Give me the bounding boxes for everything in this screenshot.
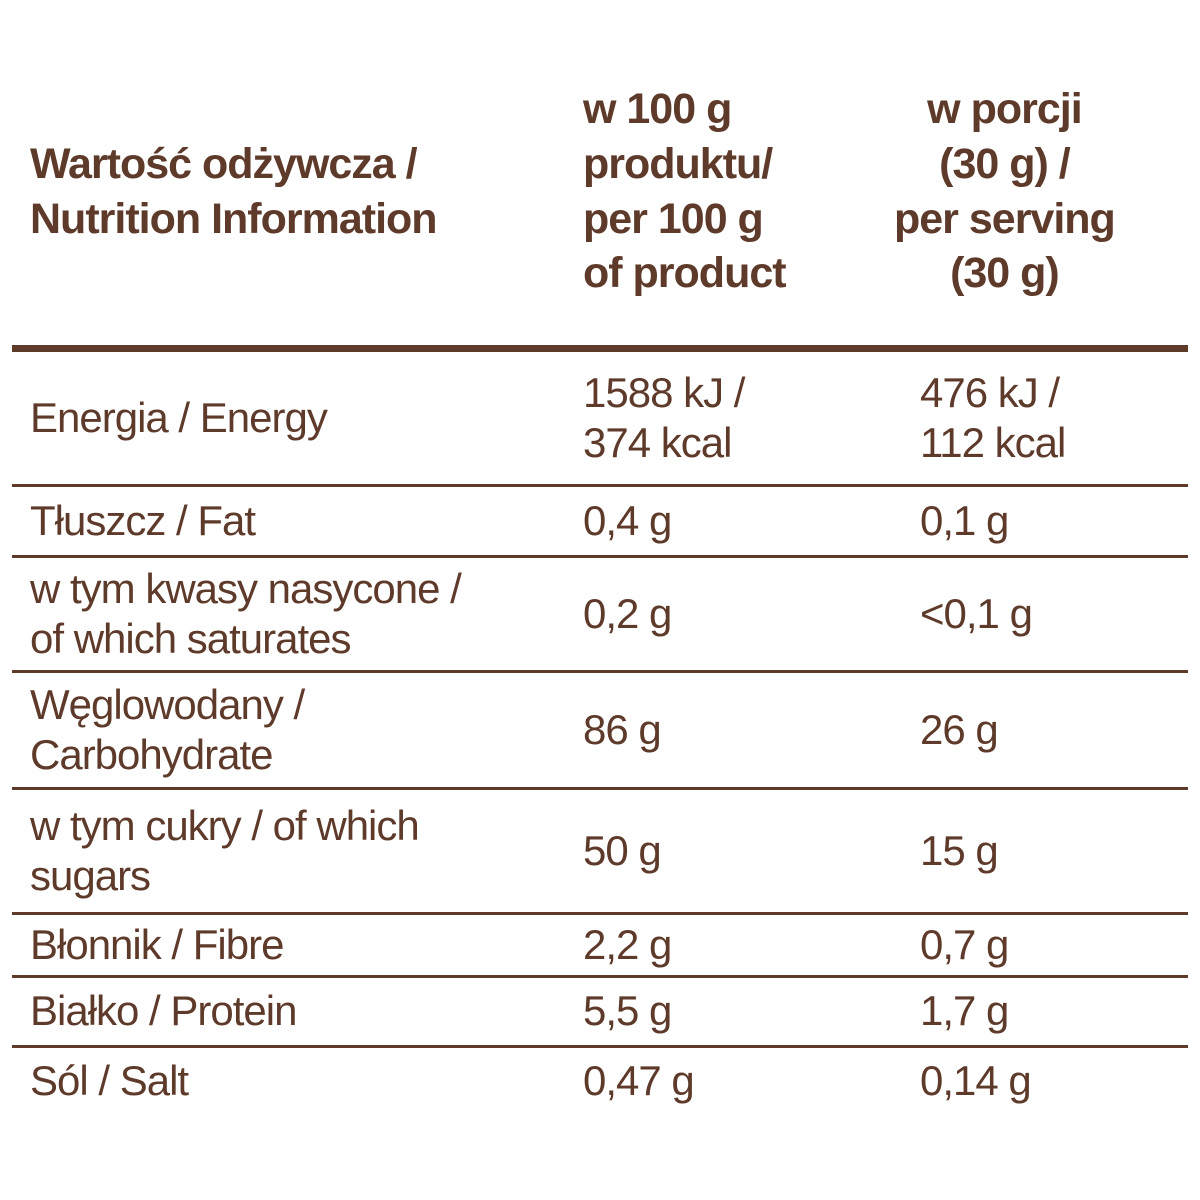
value-per-100g: 50 g [583,826,662,874]
table-row-carbohydrate: Węglowodany / Carbohydrate 86 g 26 g [12,673,1188,790]
row-label: Sól / Salt [30,1057,189,1105]
table-row-sugars: w tym cukry / of which sugars 50 g 15 g [12,790,1188,915]
table-row-energy: Energia / Energy 1588 kJ / 374 kcal 476 … [12,352,1188,487]
row-label: Błonnik / Fibre [30,920,284,968]
table-header-row: Wartość odżywcza / Nutrition Information… [12,0,1188,352]
value-per-serving: 1,7 g [920,987,1009,1035]
table-row-salt: Sól / Salt 0,47 g 0,14 g [12,1048,1188,1115]
value-per-100g: 1588 kJ / 374 kcal [583,368,745,466]
row-label: w tym cukry / of which sugars [30,801,420,899]
row-label: w tym kwasy nasycone / of which saturate… [30,564,462,662]
value-per-100g: 0,47 g [583,1057,695,1105]
value-per-serving: 476 kJ / 112 kcal [920,368,1066,466]
value-per-100g: 5,5 g [583,987,672,1035]
row-label: Energia / Energy [30,393,328,441]
table-row-protein: Białko / Protein 5,5 g 1,7 g [12,978,1188,1048]
value-per-100g: 2,2 g [583,920,672,968]
value-per-100g: 0,2 g [583,589,672,637]
table-row-fat: Tłuszcz / Fat 0,4 g 0,1 g [12,487,1188,558]
value-per-100g: 86 g [583,705,662,753]
nutrition-table: Wartość odżywcza / Nutrition Information… [12,0,1188,1115]
value-per-serving: 0,1 g [920,496,1009,544]
value-per-serving: 0,14 g [920,1057,1032,1105]
header-nutrition-information: Wartość odżywcza / Nutrition Information [30,139,438,243]
value-per-serving: 15 g [920,826,999,874]
value-per-serving: 26 g [920,705,999,753]
header-per-serving-wrap: w porcji (30 g) / per serving (30 g) [894,82,1188,300]
row-label: Tłuszcz / Fat [30,496,256,544]
value-per-100g: 0,4 g [583,496,672,544]
row-label: Białko / Protein [30,987,297,1035]
table-row-fibre: Błonnik / Fibre 2,2 g 0,7 g [12,915,1188,978]
table-row-saturates: w tym kwasy nasycone / of which saturate… [12,558,1188,673]
header-per-100g: w 100 g produktu/ per 100 g of product [583,85,787,298]
row-label: Węglowodany / Carbohydrate [30,680,305,778]
header-per-serving: w porcji (30 g) / per serving (30 g) [894,85,1116,298]
value-per-serving: <0,1 g [920,589,1033,637]
value-per-serving: 0,7 g [920,920,1009,968]
